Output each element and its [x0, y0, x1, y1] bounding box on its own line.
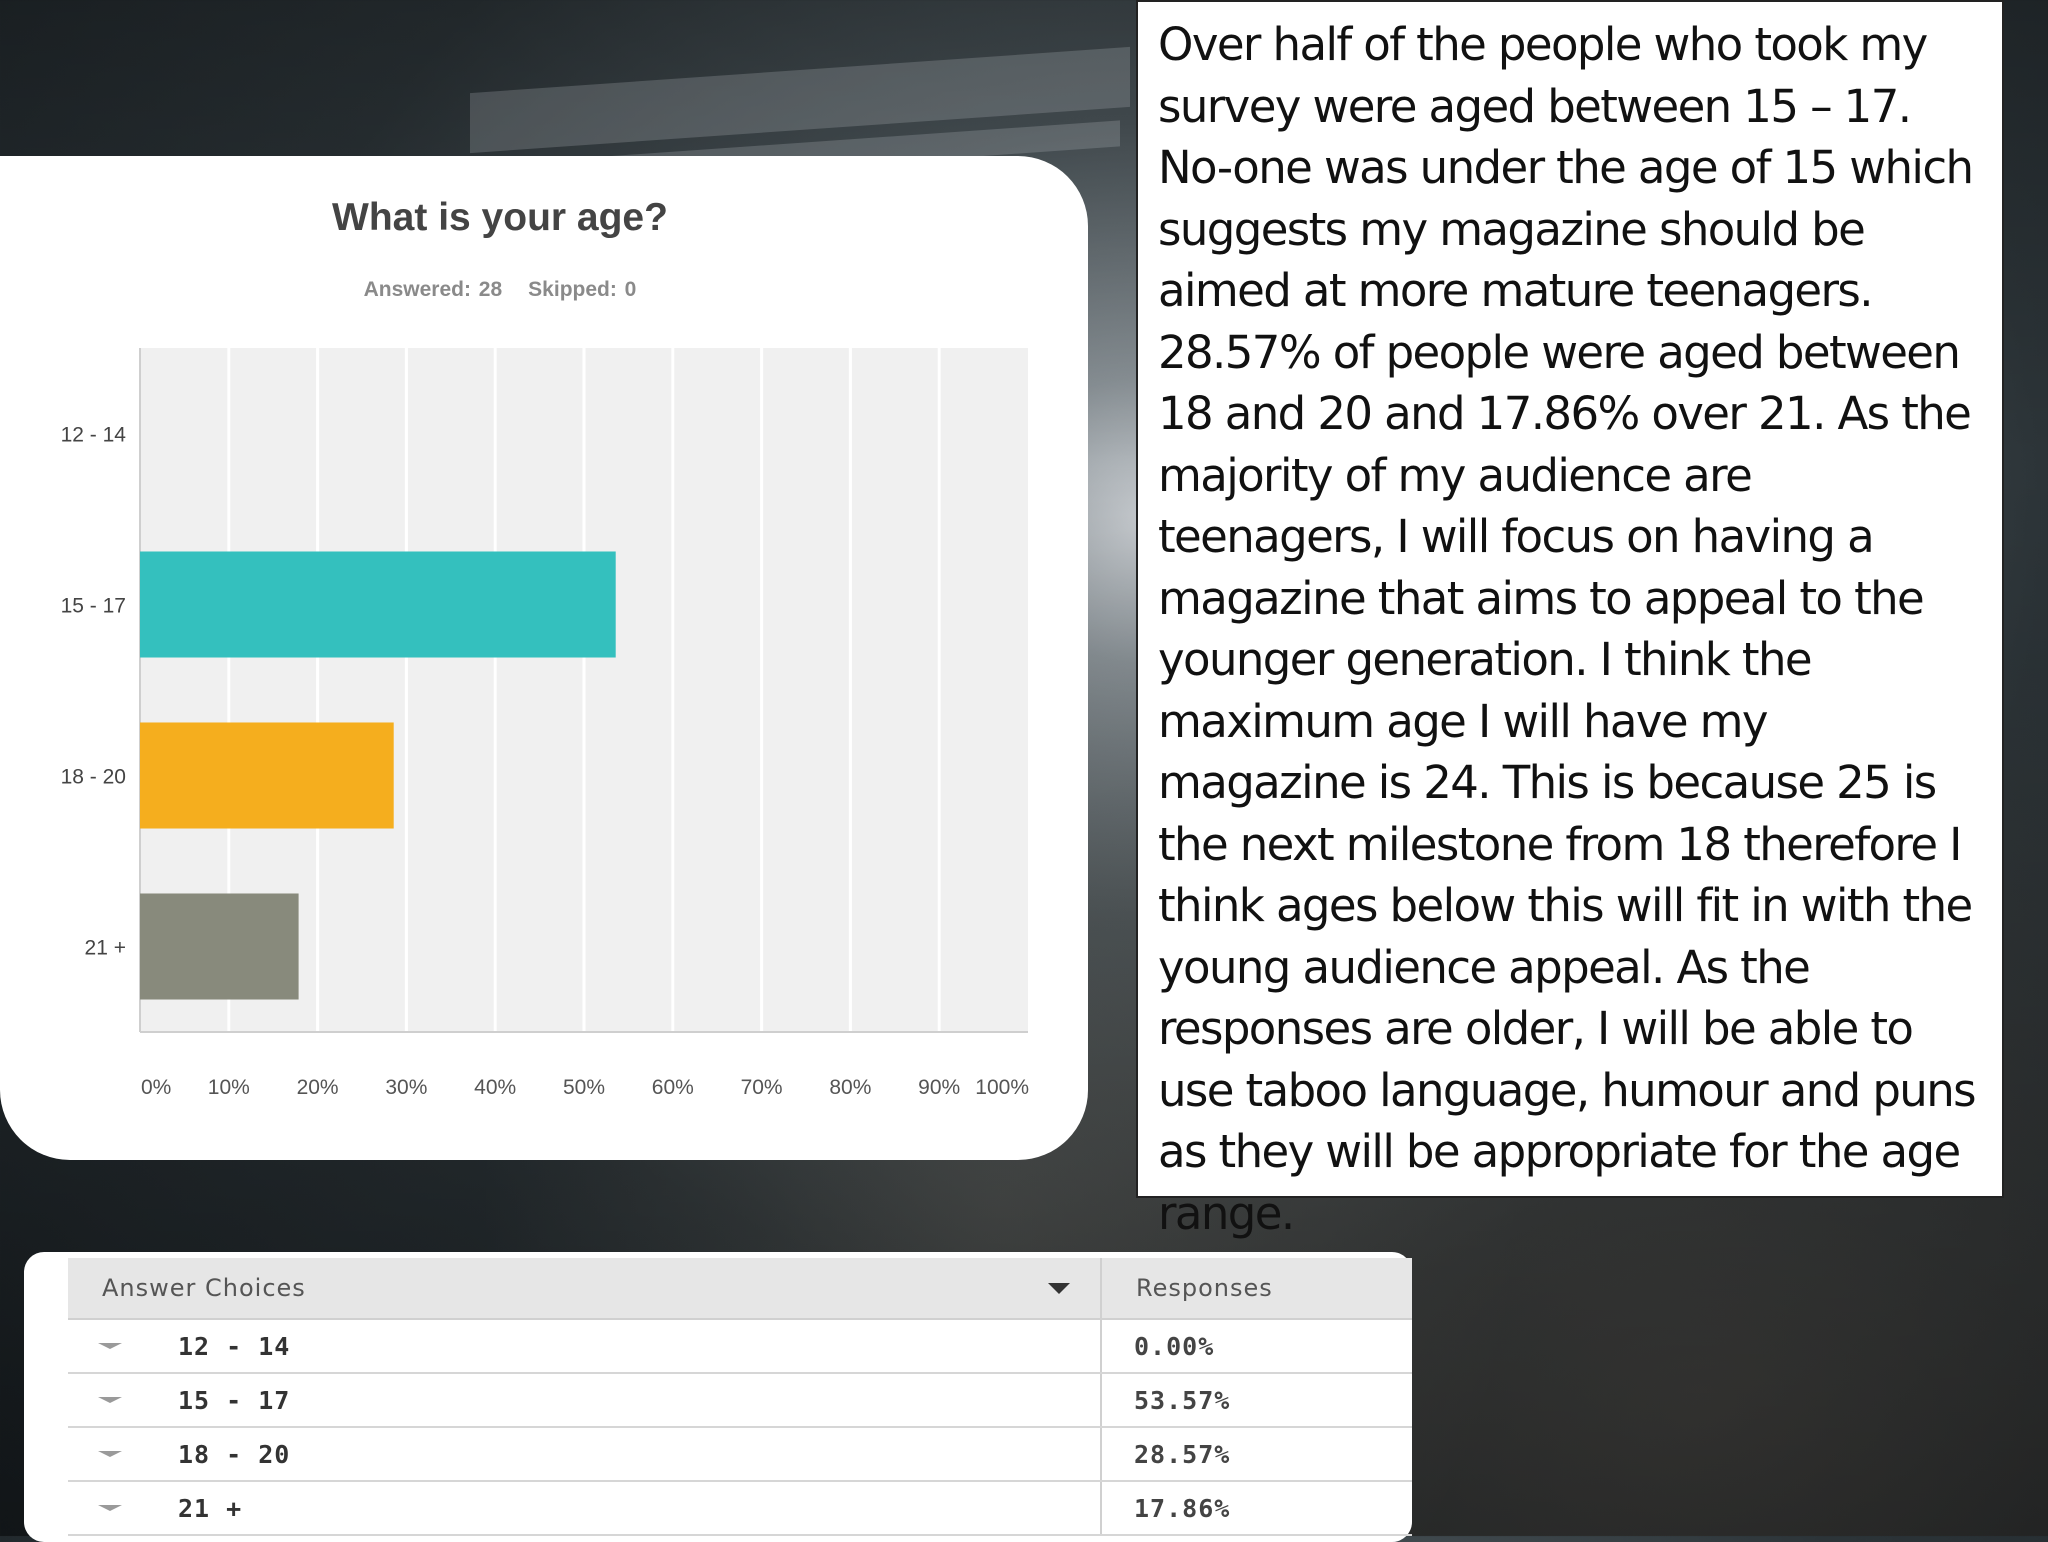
bar-chart: 0% 10% 20% 30% 40% 50% 60% 70% 80% 90% 100% 12 - 14…	[61, 348, 1029, 1099]
table-header: Answer Choices Responses	[68, 1258, 1412, 1320]
expand-caret-icon[interactable]	[98, 1397, 122, 1403]
y-category-label: 15 - 17	[61, 595, 126, 618]
expand-caret-icon[interactable]	[98, 1505, 122, 1511]
table-row: 12 - 14 0.00%	[68, 1320, 1412, 1374]
x-tick-label: 90%	[918, 1076, 960, 1099]
response-percent: 28.57%	[1134, 1439, 1231, 1469]
responses-table-card: Answer Choices Responses 12 - 14 0.00% 15 …	[24, 1252, 1412, 1542]
responses-header[interactable]: Responses	[1136, 1274, 1273, 1302]
table-row: 21 + 17.86%	[68, 1482, 1412, 1536]
answer-choice-cell: 15 - 17	[68, 1374, 1102, 1426]
responses-table: Answer Choices Responses 12 - 14 0.00% 15 …	[68, 1258, 1412, 1536]
expand-caret-icon[interactable]	[98, 1451, 122, 1457]
answer-choice-cell: 12 - 14	[68, 1320, 1102, 1372]
x-tick-label: 20%	[297, 1076, 339, 1099]
table-row: 18 - 20 28.57%	[68, 1428, 1412, 1482]
x-tick-label: 40%	[474, 1076, 516, 1099]
answer-choice-label: 15 - 17	[178, 1385, 291, 1415]
x-tick-label: 50%	[563, 1076, 605, 1099]
response-percent: 17.86%	[1134, 1493, 1231, 1523]
y-category-label: 12 - 14	[61, 424, 127, 447]
answered-count: Answered: 28	[363, 278, 503, 301]
y-category-label: 21 +	[85, 937, 126, 960]
response-percent: 0.00%	[1134, 1331, 1215, 1361]
commentary-box: Over half of the people who took my surv…	[1136, 0, 2004, 1240]
response-percent: 53.57%	[1134, 1385, 1231, 1415]
x-tick-label: 10%	[208, 1076, 250, 1099]
answer-choice-label: 21 +	[178, 1493, 243, 1523]
answer-choice-cell: 21 +	[68, 1482, 1102, 1534]
x-tick-label: 0%	[141, 1076, 171, 1099]
y-category-label: 18 - 20	[61, 766, 126, 789]
answer-choice-label: 18 - 20	[178, 1439, 291, 1469]
table-body: 12 - 14 0.00% 15 - 17 53.57% 18 - 20 28.57% 21…	[68, 1320, 1412, 1536]
x-tick-label: 80%	[829, 1076, 871, 1099]
commentary-text: Over half of the people who took my surv…	[1158, 18, 1977, 1240]
chart-subtitle: Answered: 28 Skipped: 0	[0, 278, 1000, 302]
bar-18-20	[140, 722, 394, 829]
chart-title: What is your age?	[332, 196, 668, 239]
bar-15-17	[140, 551, 616, 658]
sort-caret-icon[interactable]	[1048, 1282, 1070, 1294]
answer-choice-cell: 18 - 20	[68, 1428, 1102, 1480]
answer-choice-label: 12 - 14	[178, 1331, 291, 1361]
answer-choices-header-label: Answer Choices	[102, 1274, 306, 1302]
x-tick-label: 30%	[385, 1076, 427, 1099]
skipped-count: Skipped: 0	[528, 278, 637, 301]
table-row: 15 - 17 53.57%	[68, 1374, 1412, 1428]
x-tick-label: 60%	[652, 1076, 694, 1099]
answer-choices-header[interactable]: Answer Choices	[68, 1258, 1102, 1318]
chart-card: What is your age? Answered: 28 Skipped: 0…	[0, 156, 1088, 1160]
bar-21plus	[140, 893, 299, 1000]
x-tick-label: 100%	[975, 1076, 1029, 1099]
x-tick-label: 70%	[741, 1076, 783, 1099]
expand-caret-icon[interactable]	[98, 1343, 122, 1349]
